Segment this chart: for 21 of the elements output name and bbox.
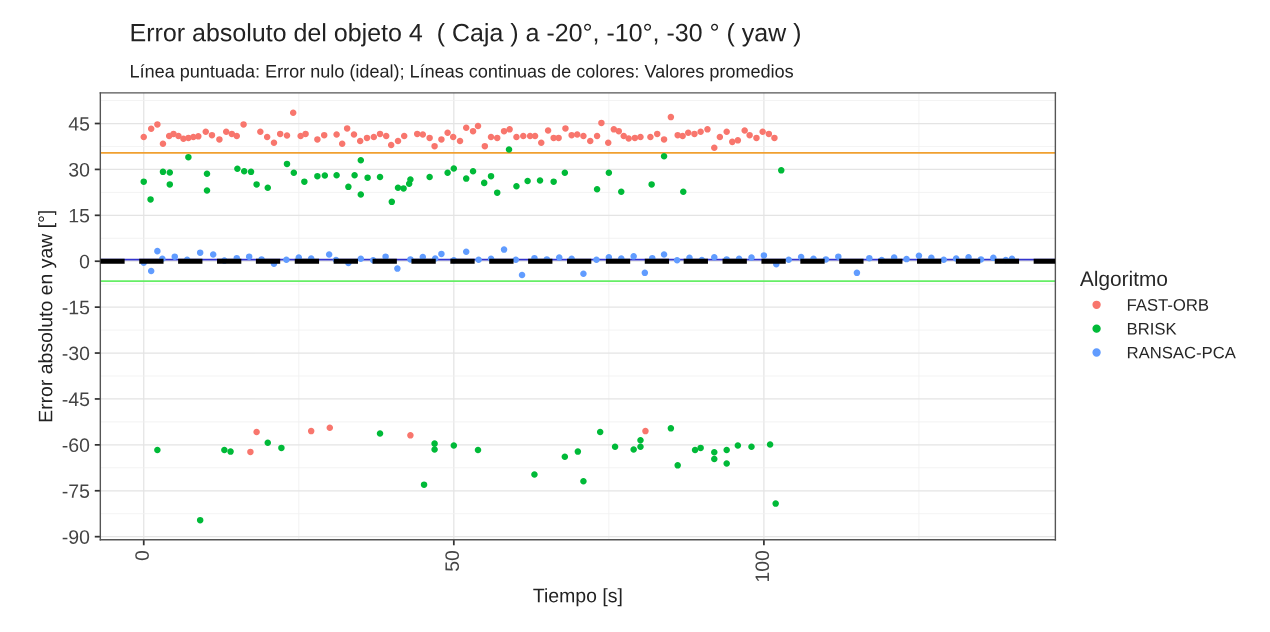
y-tick-label: -60: [62, 438, 90, 453]
legend-label: BRISK: [1127, 322, 1177, 335]
chart-title: Error absoluto del objeto 4 ( Caja ) a -20°, -10°, -30 ° ( yaw ): [131, 23, 800, 47]
y-tick-label: -75: [62, 484, 90, 498]
y-tick-label: 15: [69, 208, 90, 223]
x-tick-label: 50: [445, 550, 460, 571]
x-tick-label: 0: [135, 550, 149, 561]
y-axis-title: Error absoluto en yaw [°]: [38, 211, 57, 422]
chart-subtitle: Línea puntuada: Error nulo (ideal); Líneas continuas de colores: Valores promedios: [131, 64, 793, 82]
y-tick-label: -15: [62, 300, 90, 315]
y-tick-label: -90: [62, 530, 90, 544]
x-axis-title: Tiempo [s]: [533, 588, 622, 607]
y-tick-label: 0: [79, 254, 90, 269]
legend-label: FAST-ORB: [1127, 299, 1209, 311]
legend-title: Algoritmo: [1079, 270, 1168, 291]
y-tick-label: -30: [62, 346, 90, 361]
y-tick-label: 45: [68, 117, 90, 131]
legend-label: RANSAC-PCA: [1127, 346, 1236, 359]
y-tick-label: 30: [69, 162, 90, 177]
x-tick-label: 100: [755, 550, 770, 582]
y-tick-label: -45: [62, 392, 90, 407]
